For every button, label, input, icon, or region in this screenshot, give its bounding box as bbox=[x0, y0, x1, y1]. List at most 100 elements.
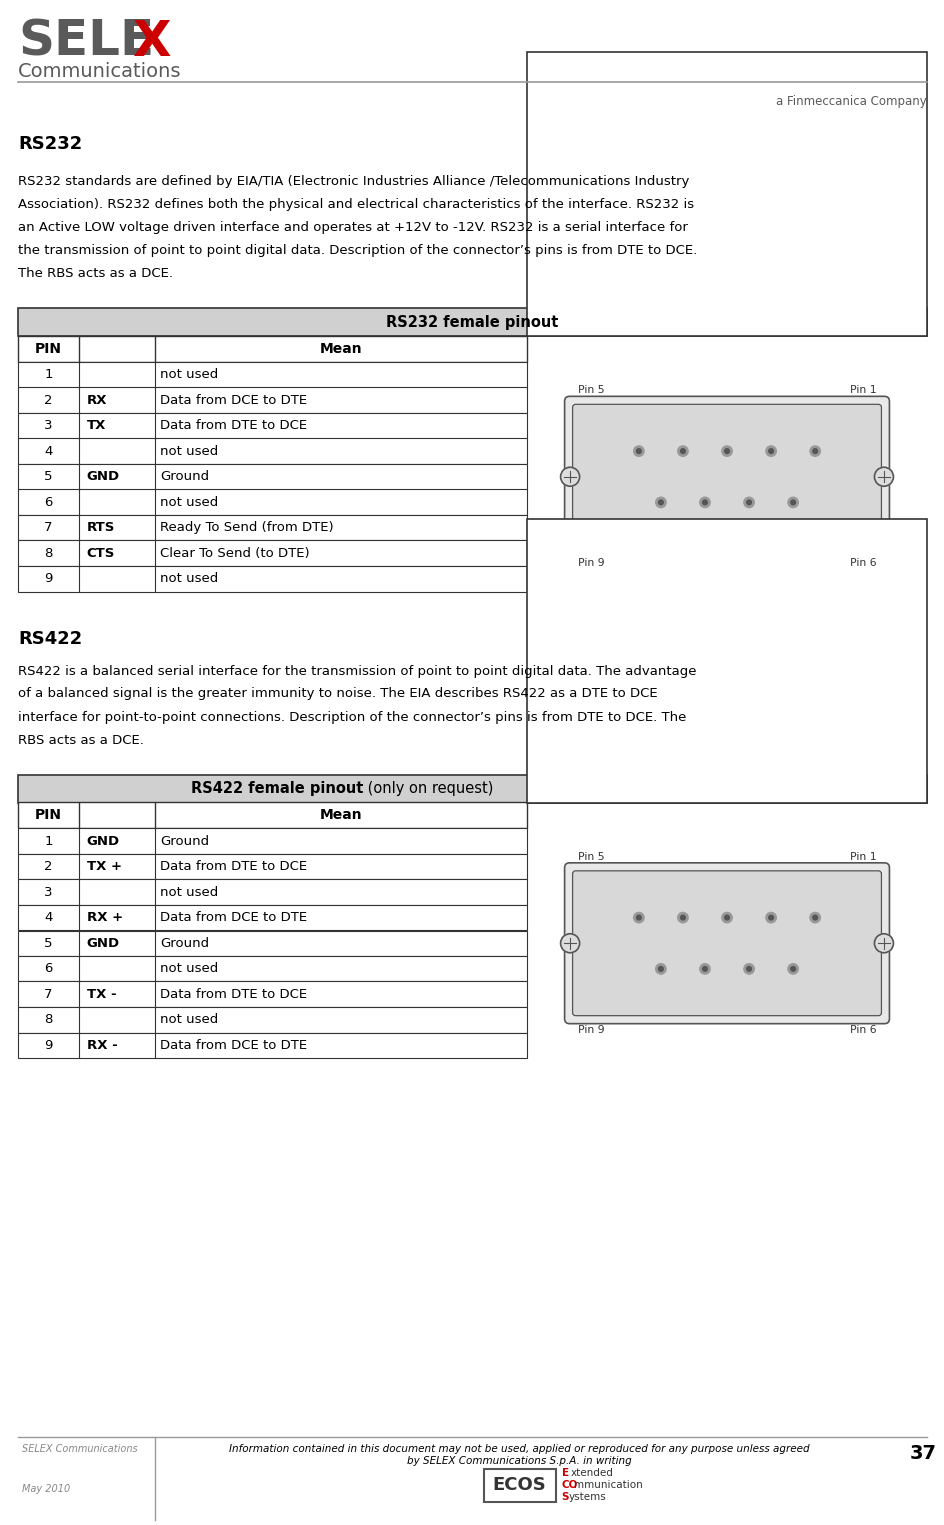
Text: 5: 5 bbox=[44, 470, 53, 483]
Text: RS422 is a balanced serial interface for the transmission of point to point digi: RS422 is a balanced serial interface for… bbox=[18, 665, 696, 677]
Circle shape bbox=[787, 497, 798, 508]
Circle shape bbox=[680, 915, 684, 920]
Bar bbox=[18, 515, 527, 540]
Text: TX -: TX - bbox=[87, 988, 116, 1000]
Bar bbox=[18, 464, 527, 490]
Text: 9: 9 bbox=[44, 1039, 53, 1052]
Text: Data from DCE to DTE: Data from DCE to DTE bbox=[160, 1039, 307, 1052]
Circle shape bbox=[721, 445, 732, 456]
Circle shape bbox=[746, 967, 750, 971]
Text: 37: 37 bbox=[908, 1444, 936, 1462]
Circle shape bbox=[633, 445, 644, 456]
Circle shape bbox=[724, 915, 729, 920]
Text: 8: 8 bbox=[44, 547, 53, 560]
Text: Pin 1: Pin 1 bbox=[849, 386, 875, 395]
Circle shape bbox=[743, 497, 753, 508]
Text: of a balanced signal is the greater immunity to noise. The EIA describes RS422 a: of a balanced signal is the greater immu… bbox=[18, 688, 657, 700]
Text: Pin 1: Pin 1 bbox=[849, 852, 875, 862]
Circle shape bbox=[809, 445, 819, 456]
Text: 3: 3 bbox=[44, 886, 53, 898]
Circle shape bbox=[812, 915, 817, 920]
Text: GND: GND bbox=[87, 834, 120, 848]
Text: not used: not used bbox=[160, 368, 218, 381]
Circle shape bbox=[812, 448, 817, 453]
Text: interface for point-to-point connections. Description of the connector’s pins is: interface for point-to-point connections… bbox=[18, 711, 685, 723]
Text: May 2010: May 2010 bbox=[22, 1484, 70, 1494]
Text: Data from DCE to DTE: Data from DCE to DTE bbox=[160, 912, 307, 924]
Bar bbox=[18, 1006, 527, 1032]
Text: not used: not used bbox=[160, 1013, 218, 1026]
FancyBboxPatch shape bbox=[564, 863, 888, 1023]
Bar bbox=[18, 904, 527, 930]
Circle shape bbox=[721, 912, 732, 923]
Text: xtended: xtended bbox=[570, 1469, 613, 1479]
Circle shape bbox=[655, 497, 666, 508]
Text: RS232 standards are defined by EIA/TIA (Electronic Industries Alliance /Telecomm: RS232 standards are defined by EIA/TIA (… bbox=[18, 175, 688, 188]
FancyBboxPatch shape bbox=[572, 404, 881, 549]
Text: 6: 6 bbox=[44, 962, 53, 976]
Circle shape bbox=[790, 500, 795, 505]
Text: RX: RX bbox=[87, 393, 107, 407]
Bar bbox=[18, 439, 527, 464]
Circle shape bbox=[658, 500, 663, 505]
Circle shape bbox=[560, 933, 579, 953]
Circle shape bbox=[743, 964, 753, 974]
Bar bbox=[18, 880, 527, 904]
Text: SELE: SELE bbox=[18, 18, 154, 66]
Bar bbox=[18, 387, 527, 413]
Circle shape bbox=[768, 915, 772, 920]
Text: Pin 9: Pin 9 bbox=[577, 558, 603, 569]
Text: CO: CO bbox=[561, 1479, 578, 1490]
Text: 4: 4 bbox=[44, 445, 53, 457]
Text: mmunication: mmunication bbox=[574, 1479, 642, 1490]
Bar bbox=[18, 854, 527, 880]
Text: not used: not used bbox=[160, 496, 218, 509]
Circle shape bbox=[700, 964, 710, 974]
Text: S: S bbox=[561, 1491, 568, 1502]
Text: CTS: CTS bbox=[87, 547, 115, 560]
Text: RS232: RS232 bbox=[18, 136, 82, 152]
Circle shape bbox=[702, 967, 706, 971]
Text: 4: 4 bbox=[44, 912, 53, 924]
Text: Pin 5: Pin 5 bbox=[577, 386, 603, 395]
Circle shape bbox=[702, 500, 706, 505]
Text: 3: 3 bbox=[44, 419, 53, 432]
Text: 2: 2 bbox=[44, 860, 53, 874]
Text: 9: 9 bbox=[44, 572, 53, 586]
Circle shape bbox=[677, 445, 687, 456]
Bar bbox=[18, 490, 527, 515]
Text: 7: 7 bbox=[44, 522, 53, 534]
Circle shape bbox=[677, 912, 687, 923]
Circle shape bbox=[809, 912, 819, 923]
Text: PIN: PIN bbox=[35, 342, 62, 355]
Bar bbox=[18, 1032, 527, 1058]
Circle shape bbox=[636, 448, 641, 453]
Circle shape bbox=[787, 964, 798, 974]
Circle shape bbox=[724, 448, 729, 453]
Text: SELEX Communications: SELEX Communications bbox=[22, 1444, 138, 1453]
Text: not used: not used bbox=[160, 572, 218, 586]
Text: GND: GND bbox=[87, 936, 120, 950]
Text: TX: TX bbox=[87, 419, 106, 432]
Circle shape bbox=[636, 915, 641, 920]
Text: ECOS: ECOS bbox=[493, 1476, 546, 1494]
Text: RX -: RX - bbox=[87, 1039, 117, 1052]
Text: GND: GND bbox=[87, 470, 120, 483]
Text: 6: 6 bbox=[44, 496, 53, 509]
Text: 1: 1 bbox=[44, 368, 53, 381]
Circle shape bbox=[873, 467, 892, 486]
Text: Association). RS232 defines both the physical and electrical characteristics of : Association). RS232 defines both the phy… bbox=[18, 198, 694, 210]
Bar bbox=[18, 802, 527, 828]
Text: Ready To Send (from DTE): Ready To Send (from DTE) bbox=[160, 522, 334, 534]
Circle shape bbox=[658, 967, 663, 971]
Circle shape bbox=[655, 964, 666, 974]
Text: not used: not used bbox=[160, 445, 218, 457]
Text: RTS: RTS bbox=[87, 522, 115, 534]
Text: Ground: Ground bbox=[160, 470, 210, 483]
Text: Ground: Ground bbox=[160, 834, 210, 848]
Text: Information contained in this document may not be used, applied or reproduced fo: Information contained in this document m… bbox=[229, 1444, 809, 1466]
Text: Data from DTE to DCE: Data from DTE to DCE bbox=[160, 860, 307, 874]
Text: a Finmeccanica Company: a Finmeccanica Company bbox=[775, 95, 926, 108]
Text: RBS acts as a DCE.: RBS acts as a DCE. bbox=[18, 734, 143, 747]
Text: (only on request): (only on request) bbox=[363, 781, 494, 796]
